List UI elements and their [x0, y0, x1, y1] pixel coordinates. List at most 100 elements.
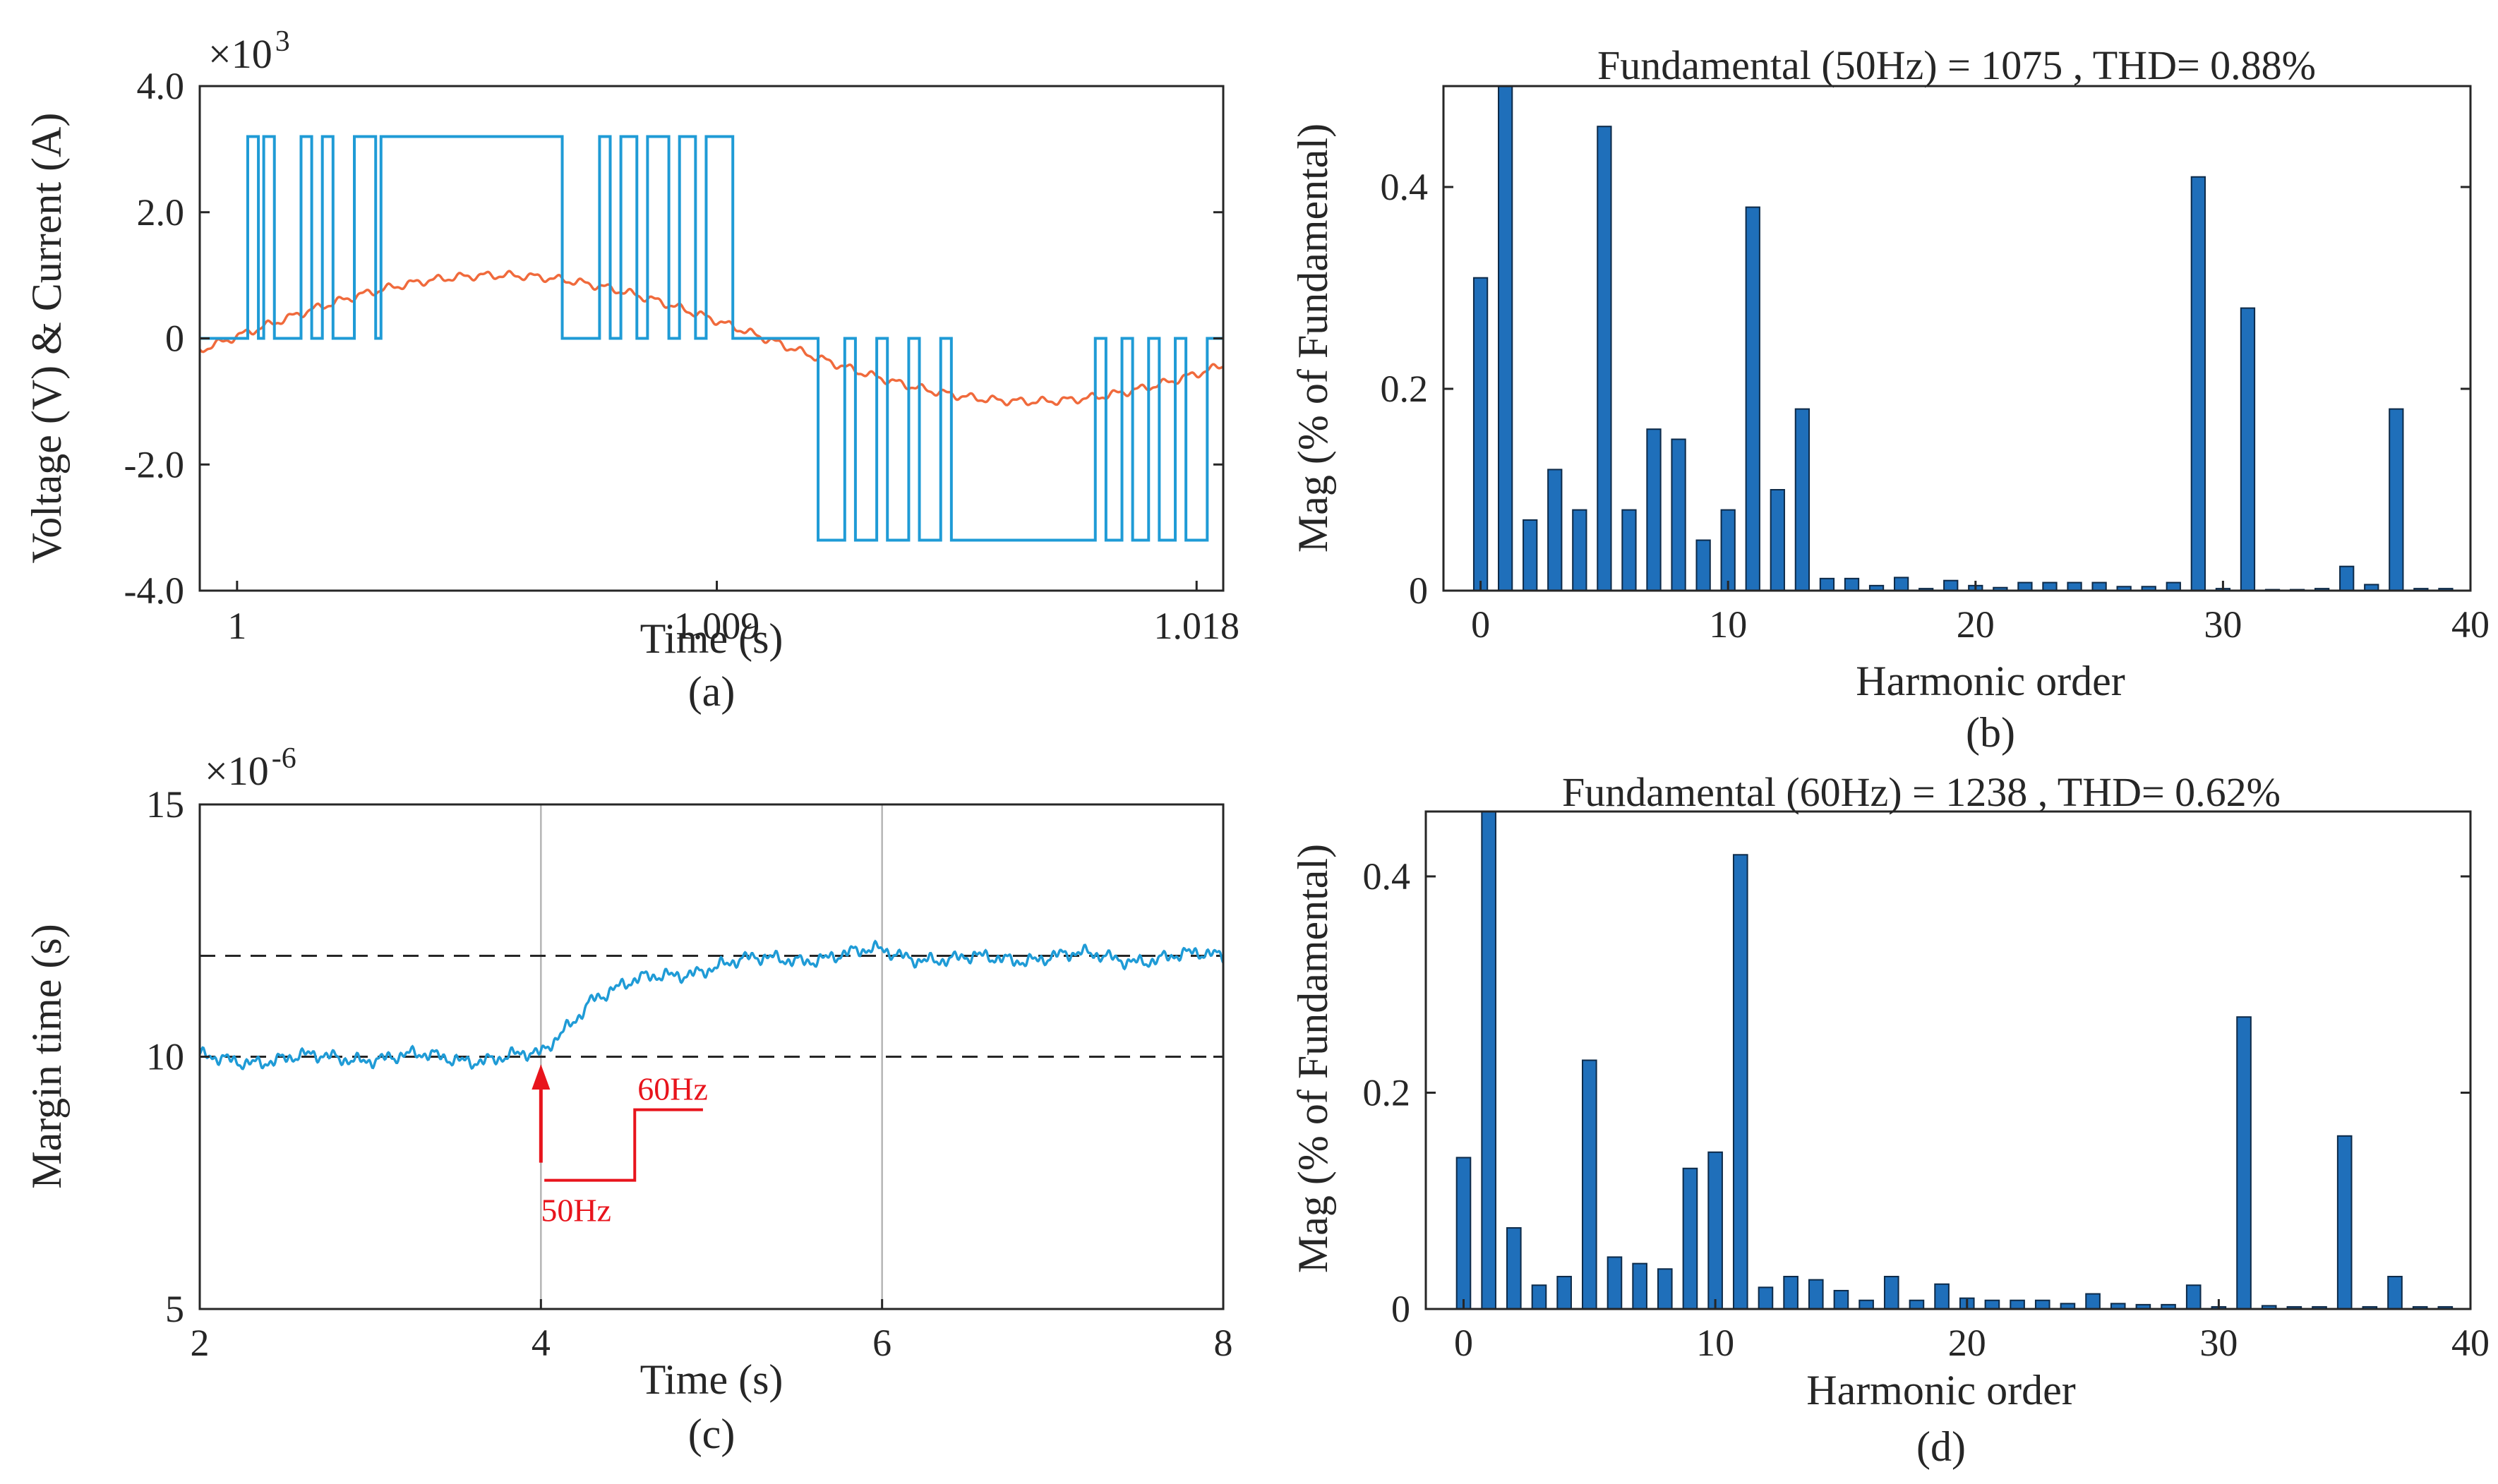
harmonic-bar — [1523, 519, 1538, 592]
plot-area — [200, 86, 1223, 591]
harmonic-bar — [1695, 539, 1711, 591]
harmonic-bar — [1720, 509, 1736, 591]
harmonic-bar — [2042, 581, 2058, 591]
harmonic-bar — [1984, 1299, 2000, 1310]
harmonic-bar — [1934, 1283, 1950, 1310]
y-tick-labels: 0 0.2 0.4 — [1363, 855, 2470, 1330]
harmonic-bar — [1745, 206, 1760, 592]
x-tick-label: 40 — [2451, 603, 2490, 646]
harmonic-bar — [2091, 581, 2107, 591]
x-axis-label: Harmonic order — [1856, 658, 2125, 704]
harmonic-bar — [2010, 1299, 2025, 1310]
x-tick-label: 40 — [2451, 1322, 2490, 1364]
harmonic-bar — [1607, 1256, 1623, 1310]
harmonic-bar — [1597, 126, 1612, 591]
current-series-line — [198, 270, 1224, 406]
harmonic-bar — [2017, 581, 2033, 591]
frequency-step-line — [544, 1108, 703, 1182]
harmonic-bar — [1646, 428, 1662, 592]
panel-a-voltage-current: 1 1.009 1.018 -4.0 -2.0 0 2.0 4.0 ×103 Time (s… — [23, 25, 1239, 715]
harmonic-bar — [1455, 1157, 1472, 1310]
harmonic-bar — [1819, 577, 1835, 592]
y-tick-labels: 0 0.2 0.4 — [1381, 166, 2470, 612]
x-tick-label: 4 — [532, 1322, 551, 1364]
y-tick-label: 10 — [146, 1036, 184, 1078]
harmonic-bar — [1943, 579, 1959, 592]
y-tick-label: 0 — [1391, 1288, 1410, 1330]
red-up-arrow-icon — [532, 1064, 551, 1090]
harmonic-bar — [1808, 1279, 1824, 1310]
x-tick-label: 6 — [872, 1322, 891, 1364]
harmonic-bar — [2034, 1299, 2050, 1310]
harmonic-bar — [2236, 1016, 2252, 1310]
harmonic-bar — [1556, 1276, 1572, 1310]
harmonic-bar — [1883, 1276, 1899, 1310]
harmonic-bar — [1758, 1286, 1774, 1310]
voltage-series-line — [200, 135, 1223, 542]
panel-b-harmonic-spectrum-50hz: 0 10 20 30 40 0 0.2 0.4 Fundamental (50Hz) = 1… — [1290, 42, 2490, 756]
harmonic-bar — [1707, 1151, 1723, 1310]
x-tick-label: 30 — [2199, 1322, 2238, 1364]
harmonic-bar — [1472, 277, 1489, 591]
y-tick-label: -4.0 — [124, 569, 184, 612]
y-axis-label: Voltage (V) & Current (A) — [23, 113, 70, 564]
harmonic-bar — [1582, 1059, 1597, 1310]
y-tick-label: 15 — [146, 783, 184, 826]
panel-d-harmonic-spectrum-60hz: 0 10 20 30 40 0 0.2 0.4 Fundamental (60Hz) = 1… — [1290, 769, 2490, 1470]
chart-title: Fundamental (60Hz) = 1238 , THD= 0.62% — [1562, 769, 2281, 815]
frequency-step-annotation: 50Hz 60Hz — [532, 1064, 708, 1229]
x-tick-label: 0 — [1454, 1322, 1473, 1364]
harmonic-bar — [1531, 1284, 1547, 1310]
step-to-label: 60Hz — [637, 1071, 708, 1107]
caption: (c) — [688, 1411, 735, 1457]
multiplier-exponent: 3 — [275, 25, 290, 58]
harmonic-bar — [1498, 85, 1513, 591]
x-tick-label: 10 — [1696, 1322, 1734, 1364]
x-tick-label: 8 — [1214, 1322, 1233, 1364]
y-axis-label: Margin time (s) — [23, 924, 70, 1189]
x-tick-label: 20 — [1948, 1322, 1986, 1364]
harmonic-bar — [1794, 408, 1811, 591]
harmonic-bar — [1572, 509, 1587, 591]
x-tick-label: 1.009 — [674, 605, 760, 647]
harmonic-bar — [1547, 469, 1563, 592]
x-tick-labels: 1 1.009 1.018 — [227, 581, 1239, 647]
panel-c-margin-time: 2 4 6 8 5 10 15 50Hz 60Hz ×10-6 Time (s) Marg… — [23, 742, 1233, 1457]
plot-area — [1426, 812, 2470, 1309]
y-tick-label: 0 — [1409, 569, 1428, 612]
y-tick-label: 5 — [165, 1288, 184, 1330]
x-tick-labels: 0 10 20 30 40 — [1454, 1299, 2490, 1364]
harmonic-bar — [1770, 489, 1785, 591]
margin-time-series-line — [198, 939, 1225, 1070]
harmonic-bar — [1621, 509, 1637, 591]
y-tick-label: 0 — [165, 318, 184, 360]
axis-multiplier: ×10-6 — [205, 742, 296, 794]
y-tick-label: 0.4 — [1381, 166, 1429, 208]
harmonic-bar — [1506, 1227, 1522, 1310]
multiplier-exponent: -6 — [272, 742, 296, 775]
y-axis-label: Mag (% of Fundamental) — [1290, 123, 1336, 553]
harmonic-bar — [1909, 1299, 1925, 1310]
axes-frame — [1442, 85, 2472, 592]
harmonic-bar — [2389, 408, 2404, 591]
harmonic-bar — [1671, 438, 1686, 591]
harmonic-bar — [1481, 811, 1496, 1310]
y-axis-label: Mag (% of Fundamental) — [1290, 844, 1336, 1273]
x-axis-label: Time (s) — [640, 615, 783, 662]
x-tick-label: 20 — [1957, 603, 1995, 646]
harmonic-bar — [1657, 1268, 1673, 1310]
axes-frame — [1424, 810, 2472, 1310]
harmonic-bar — [1833, 1289, 1849, 1310]
harmonic-bar — [2387, 1276, 2403, 1310]
bar-series — [1455, 811, 2454, 1310]
harmonic-bar — [1682, 1167, 1698, 1310]
y-tick-label: 4.0 — [137, 65, 185, 107]
x-tick-label: 1.018 — [1153, 605, 1239, 647]
harmonic-bar — [1783, 1276, 1799, 1310]
bar-series — [1472, 85, 2454, 592]
axis-multiplier: ×103 — [208, 25, 290, 77]
x-tick-label: 1 — [227, 605, 246, 647]
caption: (d) — [1916, 1423, 1966, 1470]
y-tick-labels: -4.0 -2.0 0 2.0 4.0 — [124, 65, 1223, 612]
